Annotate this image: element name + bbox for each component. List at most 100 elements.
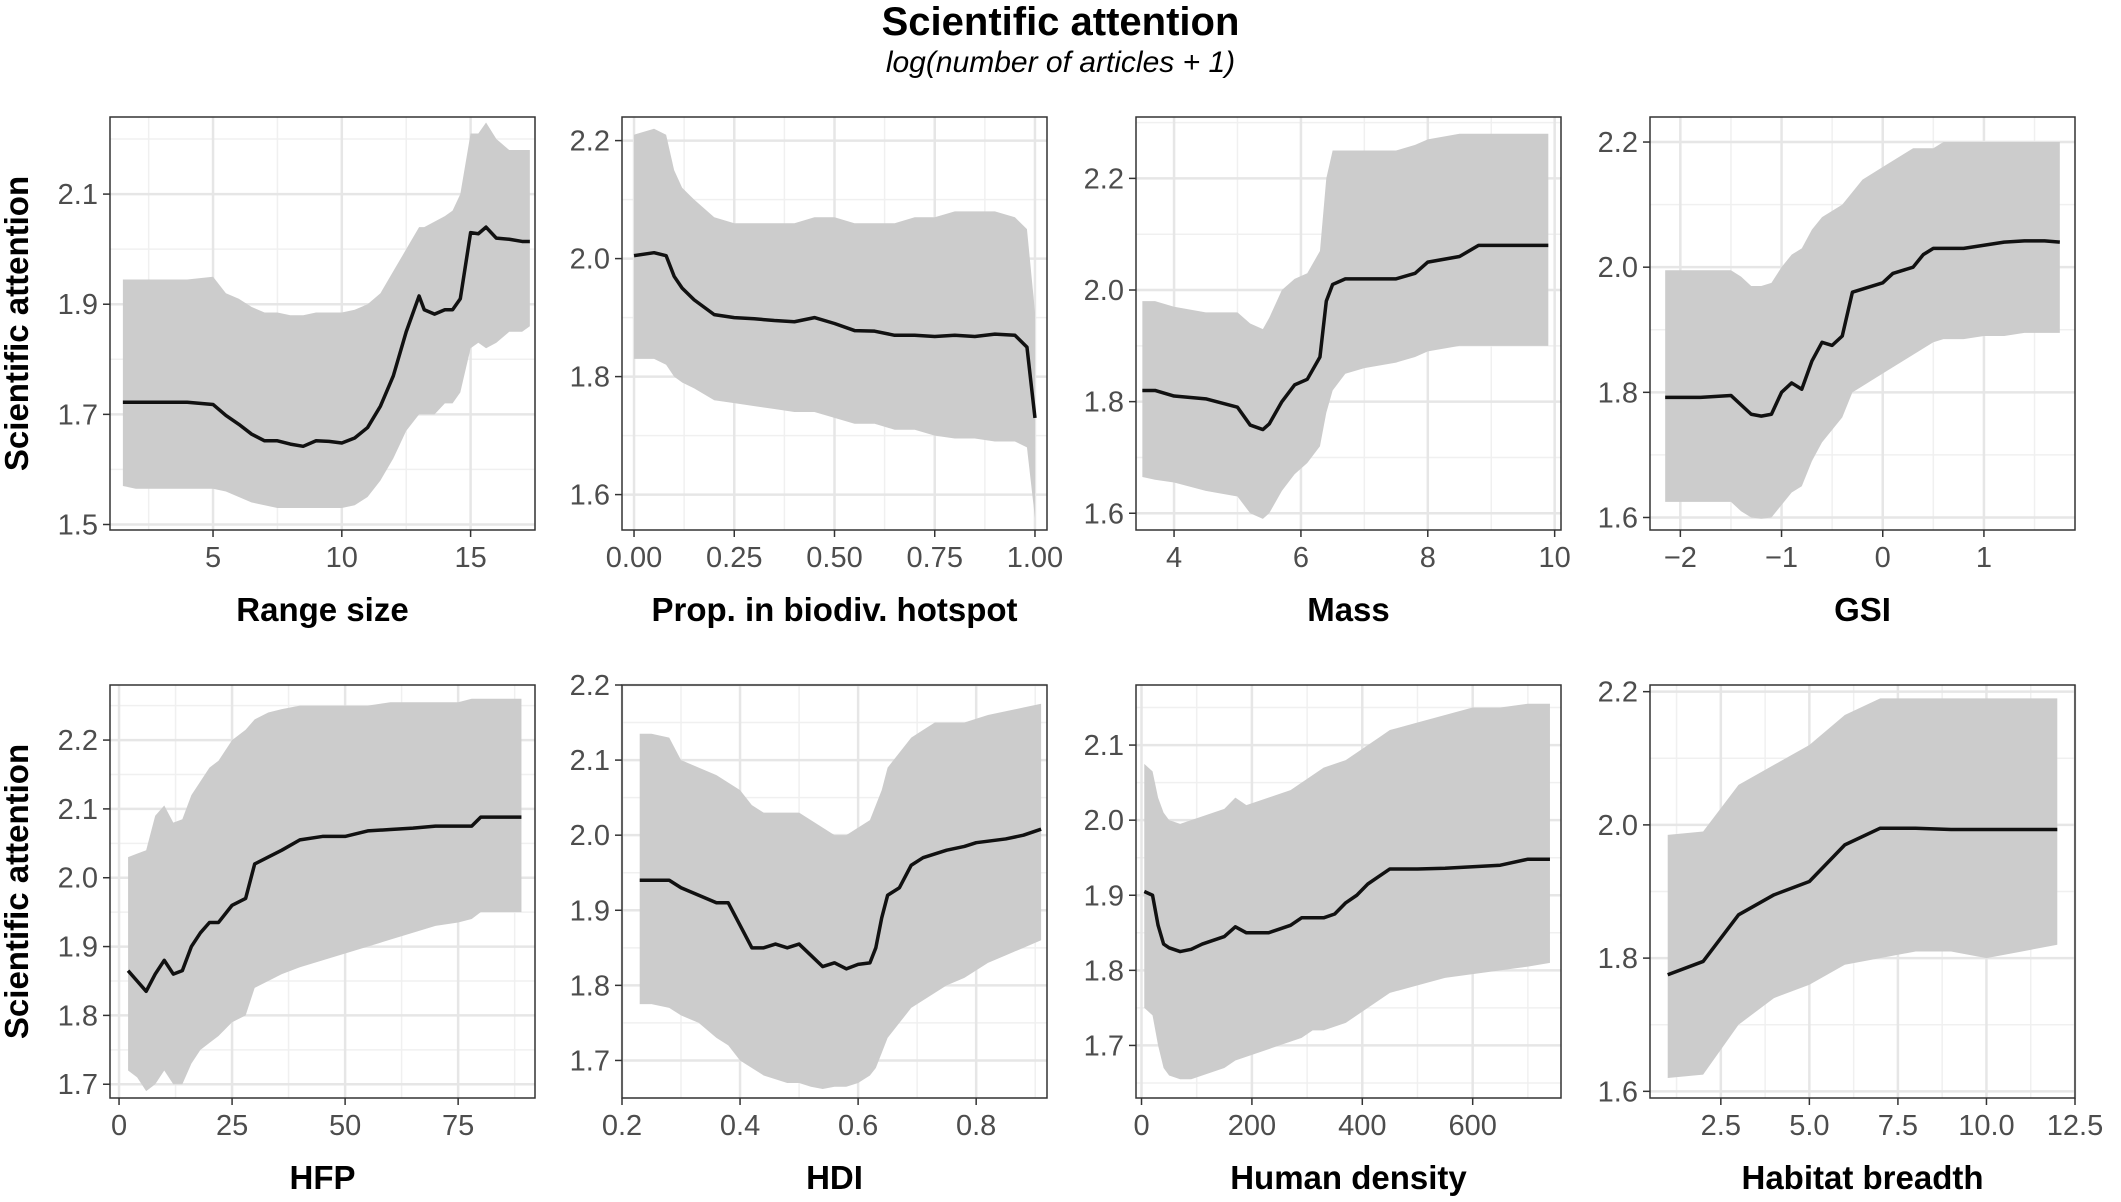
panel-border <box>1649 684 2076 1099</box>
y-tick-label: 2.2 <box>1598 127 1638 159</box>
x-tick-label: 0 <box>111 1110 127 1142</box>
panel-border <box>621 684 1048 1099</box>
y-tick-label: 1.8 <box>1084 387 1124 419</box>
confidence-ribbon <box>128 698 522 1092</box>
confidence-ribbon <box>122 122 530 508</box>
x-tick-label: 0.25 <box>706 542 762 574</box>
y-tick-label: 1.8 <box>570 970 610 1002</box>
x-tick-label: 0.2 <box>602 1110 642 1142</box>
y-tick-label: 2.1 <box>58 179 98 211</box>
y-tick-label: 2.0 <box>1084 275 1124 307</box>
y-tick-label: 2.1 <box>570 745 610 777</box>
y-axis-title: Scientific attention <box>0 176 35 471</box>
mean-response-line <box>126 815 522 994</box>
panel-human-density: 0 200 400 600 1.7 1.8 1.9 2.0 2.1 Human density <box>1084 684 1562 1196</box>
mean-response-line <box>1143 857 1550 954</box>
x-tick-label: 400 <box>1338 1110 1386 1142</box>
x-tick-label: 15 <box>454 542 486 574</box>
y-tick-label: 1.9 <box>1084 880 1124 912</box>
panel-border <box>109 684 536 1099</box>
y-tick-label: 2.2 <box>570 670 610 702</box>
x-axis-title: Habitat breadth <box>1741 1159 1983 1196</box>
x-tick-label: 10 <box>1539 542 1571 574</box>
x-tick-label: 50 <box>329 1110 361 1142</box>
y-tick-label: 1.7 <box>58 399 98 431</box>
y-tick-label: 2.0 <box>1598 810 1638 842</box>
y-axis-title: Scientific attention <box>0 744 35 1039</box>
panel-border <box>1135 684 1562 1099</box>
x-tick-label: 4 <box>1166 542 1182 574</box>
x-axis-title: Range size <box>236 591 408 628</box>
y-tick-label: 1.7 <box>58 1069 98 1101</box>
chart-subtitle: log(number of articles + 1) <box>885 46 1236 79</box>
panel-mass: 4 6 8 10 1.6 1.8 2.0 2.2 Mass <box>1084 116 1571 628</box>
y-tick-label: 1.8 <box>1598 377 1638 409</box>
panel-border <box>1135 116 1562 531</box>
x-tick-label: 75 <box>442 1110 474 1142</box>
x-tick-label: 0.50 <box>806 542 862 574</box>
x-tick-label: 25 <box>216 1110 248 1142</box>
y-tick-label: 2.2 <box>58 725 98 757</box>
y-tick-label: 2.1 <box>1084 730 1124 762</box>
mean-response-line <box>1142 243 1549 432</box>
y-tick-label: 1.9 <box>58 289 98 321</box>
confidence-ribbon <box>1142 133 1549 519</box>
x-tick-label: 600 <box>1448 1110 1496 1142</box>
x-axis-title: Mass <box>1307 591 1390 628</box>
y-tick-label: 1.9 <box>58 932 98 964</box>
x-tick-label: 8 <box>1420 542 1436 574</box>
panel-range-size: 5 10 15 1.5 1.7 1.9 2.1 Range size Scientific at… <box>0 116 536 628</box>
y-tick-label: 1.5 <box>58 509 98 541</box>
x-tick-label: 12.5 <box>2047 1110 2103 1142</box>
x-tick-label: 6 <box>1293 542 1309 574</box>
mean-response-line <box>639 827 1042 971</box>
mean-response-line <box>1667 826 2058 977</box>
x-axis-title: Human density <box>1230 1159 1467 1196</box>
panel-gsi: −2 −1 0 1 1.6 1.8 2.0 2.2 GSI <box>1598 116 2076 628</box>
y-tick-label: 1.8 <box>1598 943 1638 975</box>
y-tick-label: 2.1 <box>58 794 98 826</box>
y-tick-label: 1.8 <box>1084 955 1124 987</box>
y-tick-label: 1.9 <box>570 895 610 927</box>
y-tick-label: 2.2 <box>1084 163 1124 195</box>
chart-title: Scientific attention <box>881 0 1240 44</box>
confidence-ribbon <box>1665 142 2060 519</box>
panel-hfp: 0 25 50 75 1.7 1.8 1.9 2.0 2.1 2.2 HFP Scientific a… <box>0 684 536 1196</box>
panel-border <box>1649 116 2076 531</box>
y-tick-label: 1.6 <box>1084 498 1124 530</box>
panel-border <box>109 116 536 531</box>
x-tick-label: −1 <box>1765 542 1798 574</box>
x-tick-label: 10 <box>326 542 358 574</box>
panel-hdi: 0.2 0.4 0.6 0.8 1.7 1.8 1.9 2.0 2.1 2.2 HDI <box>570 670 1048 1196</box>
y-tick-label: 1.7 <box>1084 1030 1124 1062</box>
y-tick-label: 2.0 <box>1598 252 1638 284</box>
x-tick-label: 200 <box>1228 1110 1276 1142</box>
y-tick-label: 1.6 <box>1598 502 1638 534</box>
x-tick-label: 0.00 <box>606 542 662 574</box>
x-tick-label: 5 <box>205 542 221 574</box>
x-axis-title: Prop. in biodiv. hotspot <box>651 591 1017 628</box>
x-tick-label: 10.0 <box>1958 1110 2014 1142</box>
confidence-ribbon <box>1667 698 2058 1079</box>
y-tick-label: 1.7 <box>570 1045 610 1077</box>
x-axis-title: GSI <box>1834 591 1891 628</box>
x-tick-label: −2 <box>1664 542 1697 574</box>
x-tick-label: 0.6 <box>838 1110 878 1142</box>
confidence-ribbon <box>1144 703 1550 1080</box>
x-tick-label: 5.0 <box>1789 1110 1829 1142</box>
mean-response-line <box>633 250 1037 419</box>
x-axis-title: HFP <box>290 1159 356 1196</box>
confidence-ribbon <box>639 703 1042 1089</box>
x-tick-label: 0 <box>1875 542 1891 574</box>
mean-response-line <box>1665 239 2060 418</box>
y-tick-label: 2.2 <box>570 126 610 158</box>
y-tick-label: 1.6 <box>1598 1076 1638 1108</box>
x-tick-label: 0.8 <box>956 1110 996 1142</box>
x-tick-label: 0 <box>1133 1110 1149 1142</box>
x-tick-label: 0.4 <box>720 1110 760 1142</box>
y-tick-label: 1.8 <box>58 1000 98 1032</box>
y-tick-label: 1.8 <box>570 362 610 394</box>
mean-response-line <box>122 225 530 449</box>
y-tick-label: 2.2 <box>1598 677 1638 709</box>
